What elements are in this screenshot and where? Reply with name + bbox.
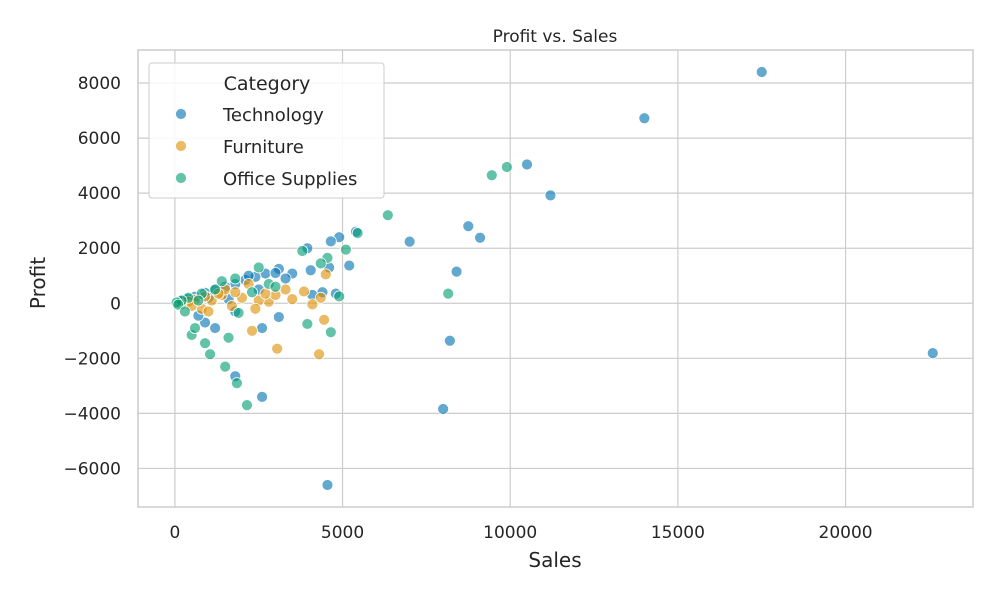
data-point xyxy=(256,322,268,334)
legend-marker xyxy=(175,172,187,184)
data-point xyxy=(219,360,232,373)
data-point xyxy=(306,298,319,311)
data-point xyxy=(926,347,939,360)
legend-title: Category xyxy=(224,73,311,95)
y-tick-label: 8000 xyxy=(78,74,121,94)
data-point xyxy=(202,305,215,318)
data-point xyxy=(314,291,327,304)
tick-labels: 0 5000 10000 15000 20000 −6000 −4000 −2000 0 2000… xyxy=(63,74,872,543)
x-tick-label: 15000 xyxy=(651,523,705,543)
data-point xyxy=(442,287,455,300)
legend-marker xyxy=(175,140,187,152)
y-tick-label: −6000 xyxy=(63,459,121,479)
legend-label: Technology xyxy=(222,105,324,126)
data-point xyxy=(324,326,337,339)
data-point xyxy=(252,261,265,274)
data-point xyxy=(256,390,268,403)
data-point xyxy=(381,209,394,222)
data-point xyxy=(474,231,486,244)
data-point xyxy=(340,243,352,256)
legend-marker xyxy=(175,108,187,120)
y-axis-label: Profit xyxy=(26,257,50,309)
data-point xyxy=(437,403,450,415)
data-point xyxy=(209,322,222,334)
data-point xyxy=(269,280,282,293)
data-point xyxy=(319,268,332,281)
data-point xyxy=(279,283,292,296)
x-tick-label: 0 xyxy=(169,523,180,543)
x-axis-label: Sales xyxy=(528,548,581,572)
data-point xyxy=(333,290,346,303)
data-point xyxy=(246,324,258,337)
data-point xyxy=(246,286,258,299)
legend-entries: Technology Furniture Office Supplies xyxy=(175,105,357,190)
data-point xyxy=(279,272,292,285)
y-tick-label: 2000 xyxy=(78,239,121,259)
data-point xyxy=(209,283,222,296)
data-point xyxy=(215,275,228,288)
data-point xyxy=(500,161,513,173)
data-point xyxy=(272,311,285,323)
data-point xyxy=(231,377,243,390)
data-point xyxy=(313,348,325,361)
data-point xyxy=(179,305,191,318)
data-points xyxy=(170,66,939,491)
data-point xyxy=(450,265,463,278)
data-point xyxy=(192,294,205,307)
y-tick-label: 0 xyxy=(110,294,121,314)
series-furniture xyxy=(175,268,332,361)
data-point xyxy=(249,302,262,315)
data-point xyxy=(638,112,651,125)
data-point xyxy=(403,235,416,248)
data-point xyxy=(301,318,314,330)
data-point xyxy=(189,322,201,334)
data-point xyxy=(298,285,310,298)
data-point xyxy=(321,479,334,491)
data-point xyxy=(229,286,242,299)
data-point xyxy=(544,189,557,202)
data-point xyxy=(462,220,475,233)
data-point xyxy=(269,267,282,279)
data-point xyxy=(351,227,364,239)
y-tick-label: 4000 xyxy=(78,184,121,204)
data-point xyxy=(232,307,245,319)
data-point xyxy=(204,348,216,361)
legend-box xyxy=(148,62,385,199)
data-point xyxy=(229,272,242,285)
data-point xyxy=(241,399,253,412)
data-point xyxy=(222,331,235,344)
legend: Category Technology Furniture Office Suppl… xyxy=(148,62,385,199)
data-point xyxy=(314,257,327,270)
data-point xyxy=(443,334,456,347)
y-tick-label: −4000 xyxy=(63,404,121,424)
data-point xyxy=(485,169,498,182)
data-point xyxy=(199,337,211,350)
legend-label: Furniture xyxy=(223,137,304,158)
data-point xyxy=(271,342,284,355)
x-tick-label: 20000 xyxy=(819,523,873,543)
data-point xyxy=(343,259,356,272)
data-point xyxy=(286,293,299,306)
data-point xyxy=(296,245,309,257)
series-office-supplies xyxy=(170,161,513,412)
y-tick-label: −2000 xyxy=(63,349,121,369)
data-point xyxy=(755,66,768,78)
x-tick-label: 10000 xyxy=(483,523,537,543)
x-tick-label: 5000 xyxy=(321,523,364,543)
y-tick-label: 6000 xyxy=(78,129,121,149)
data-point xyxy=(324,235,337,248)
data-point xyxy=(304,264,317,277)
plot-frame xyxy=(137,49,974,508)
chart-title: Profit vs. Sales xyxy=(493,27,618,47)
legend-label: Office Supplies xyxy=(223,169,357,190)
data-point xyxy=(521,158,533,171)
data-point xyxy=(318,313,331,326)
